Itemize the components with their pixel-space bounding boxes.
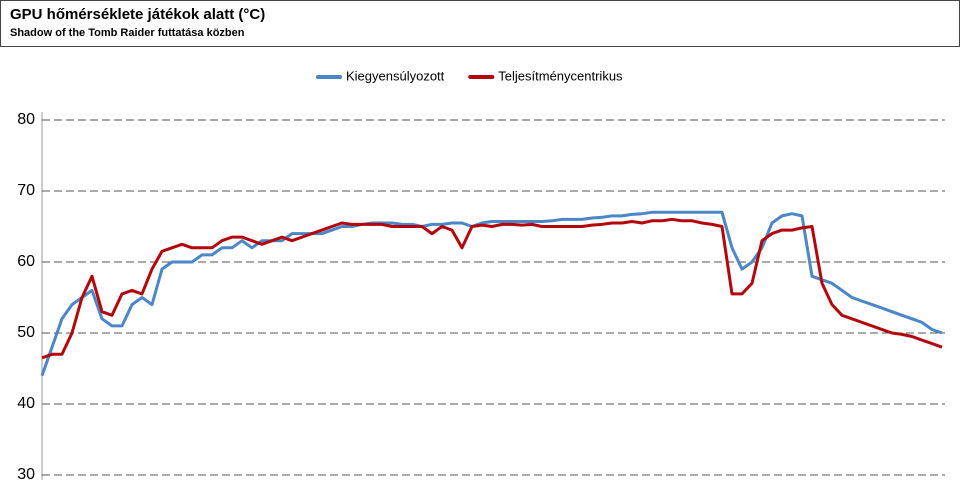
y-tick-label: 50 — [17, 324, 35, 341]
chart-title: GPU hőmérséklete játékok alatt (°C) — [10, 6, 265, 23]
series-line — [40, 210, 943, 377]
title-box — [0, 0, 960, 47]
legend-label: Kiegyensúlyozott — [346, 68, 445, 83]
y-tick-label: 60 — [17, 253, 35, 270]
series-line — [41, 217, 943, 360]
y-tick-label: 80 — [17, 111, 35, 128]
chart-subtitle: Shadow of the Tomb Raider futtatása közb… — [10, 27, 245, 39]
legend-label: Teljesítménycentrikus — [498, 68, 623, 83]
y-tick-label: 70 — [17, 182, 35, 199]
y-tick-label: 40 — [17, 395, 35, 412]
y-tick-label: 30 — [17, 466, 35, 483]
